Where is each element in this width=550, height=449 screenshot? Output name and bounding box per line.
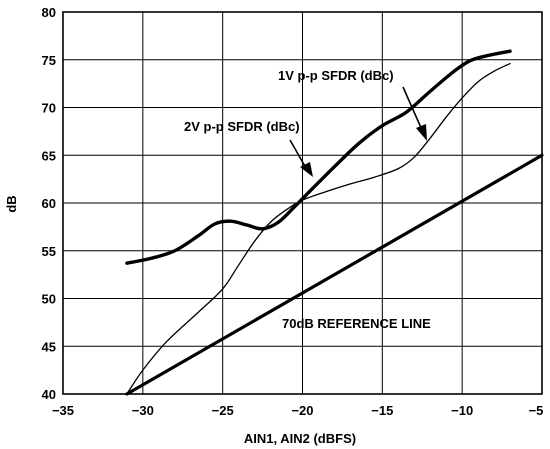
series-reference-line (125, 153, 544, 396)
x-axis-label: AIN1, AIN2 (dBFS) (244, 431, 356, 446)
y-tick-label: 50 (42, 292, 56, 307)
series-1v-sfdr-line (125, 49, 512, 265)
y-tick-label: 70 (42, 101, 56, 116)
y-tick-label: 45 (42, 339, 56, 354)
y-tick-label: 55 (42, 244, 56, 259)
annotation-1v-arrow-line (402, 86, 423, 131)
annotation-2v-sfdr: 2V p-p SFDR (dBc) (184, 119, 300, 134)
y-tick-label: 40 (42, 387, 56, 402)
annotation-2v-arrowhead (300, 162, 313, 177)
plot-frame (62, 11, 543, 395)
x-tick-label: −15 (371, 403, 393, 418)
x-tick-label: −30 (132, 403, 154, 418)
y-tick-label: 75 (42, 53, 56, 68)
y-tick-label: 80 (42, 5, 56, 20)
x-tick-label: −5 (529, 403, 544, 418)
tick-labels: −35 −30 −25 −20 −15 −10 −5 40 45 50 55 60 65 70 75 80 (42, 5, 544, 418)
series-group (125, 49, 544, 396)
x-tick-label: −25 (212, 403, 234, 418)
y-axis-label: dB (4, 195, 19, 212)
y-tick-label: 65 (42, 148, 56, 163)
annotation-reference-line: 70dB REFERENCE LINE (282, 316, 431, 331)
annotation-1v-arrowhead (416, 124, 427, 141)
y-tick-label: 60 (42, 196, 56, 211)
x-tick-label: −20 (291, 403, 313, 418)
x-tick-label: −10 (451, 403, 473, 418)
x-tick-label: −35 (52, 403, 74, 418)
annotation-2v-arrow-line (289, 139, 307, 169)
annotation-1v-sfdr: 1V p-p SFDR (dBc) (278, 68, 394, 83)
series-2v-sfdr-line (126, 62, 511, 395)
